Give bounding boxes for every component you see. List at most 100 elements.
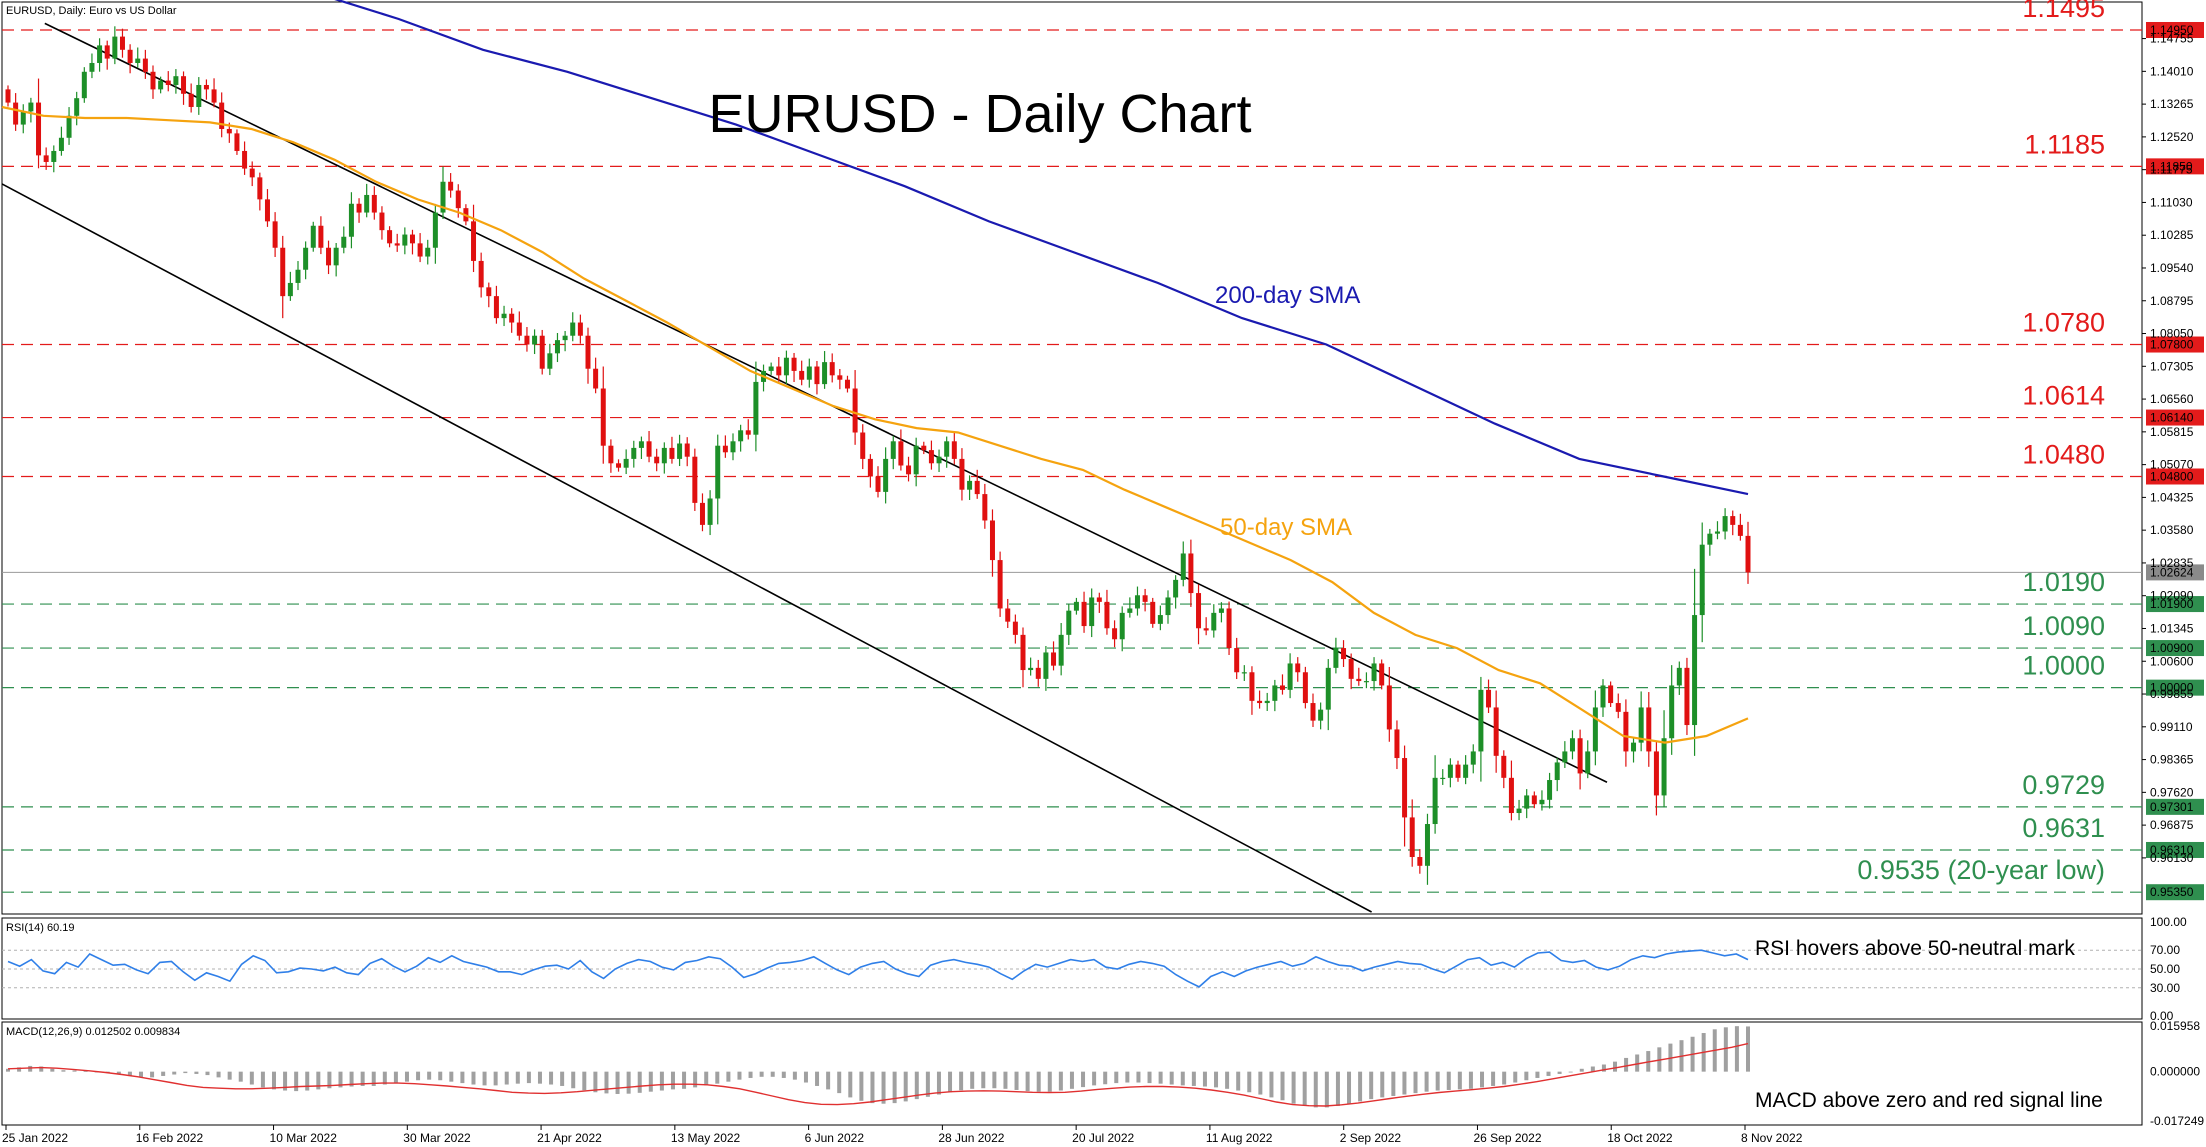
macd-histogram-bar — [1081, 1071, 1086, 1088]
bull-candle — [112, 36, 118, 59]
macd-histogram-bar — [759, 1071, 764, 1077]
resistance-level-label: 1.0614 — [2022, 381, 2105, 411]
date-tick-label: 26 Sep 2022 — [1473, 1131, 1541, 1145]
bear-candle — [600, 388, 606, 446]
macd-histogram-bar — [615, 1071, 620, 1094]
macd-histogram-bar — [238, 1071, 243, 1082]
bull-candle — [1631, 742, 1637, 752]
macd-histogram-bar — [1535, 1071, 1540, 1078]
macd-histogram-bar — [50, 1068, 55, 1072]
bull-candle — [402, 234, 408, 246]
bull-candle — [715, 445, 721, 499]
bull-candle — [1363, 681, 1369, 683]
resistance-price-tag-text: 1.14950 — [2150, 23, 2194, 37]
bull-candle — [1714, 531, 1720, 534]
macd-histogram-bar — [1524, 1071, 1529, 1081]
date-tick-label: 18 Oct 2022 — [1607, 1131, 1673, 1145]
bear-candle — [1226, 608, 1232, 649]
bull-candle — [1066, 610, 1072, 635]
bull-candle — [1165, 597, 1171, 616]
price-tick-label: 0.99855 — [2150, 687, 2194, 701]
bear-candle — [1409, 817, 1415, 858]
price-tick-label: 1.13265 — [2150, 97, 2194, 111]
macd-histogram-bar — [249, 1071, 254, 1085]
bull-candle — [967, 480, 973, 490]
macd-histogram-bar — [770, 1071, 775, 1077]
macd-histogram-bar — [1402, 1071, 1407, 1095]
macd-histogram-bar — [116, 1071, 121, 1075]
macd-histogram-bar — [127, 1071, 132, 1076]
bear-candle — [1005, 608, 1011, 622]
bull-candle — [196, 84, 202, 107]
bull-candle — [1272, 685, 1278, 701]
bull-candle — [1539, 799, 1545, 805]
macd-histogram-bar — [659, 1071, 664, 1091]
macd-histogram-bar — [1358, 1071, 1363, 1102]
bear-candle — [127, 49, 133, 63]
price-tick-label: 1.04325 — [2150, 490, 2194, 504]
support-level-label: 1.0000 — [2022, 651, 2105, 681]
bear-candle — [1455, 764, 1461, 778]
macd-histogram-bar — [1568, 1071, 1573, 1073]
bear-candle — [150, 71, 156, 90]
bear-candle — [1379, 663, 1385, 686]
bear-candle — [974, 480, 980, 495]
macd-histogram-bar — [1557, 1071, 1562, 1074]
bear-candle — [585, 335, 591, 369]
date-tick-label: 25 Jan 2022 — [2, 1131, 68, 1145]
bull-candle — [1547, 780, 1553, 800]
channel-lower-line — [1, 183, 1372, 913]
macd-histogram-bar — [1047, 1071, 1052, 1092]
macd-histogram-bar — [138, 1071, 143, 1078]
macd-histogram-bar — [1225, 1071, 1230, 1089]
bull-candle — [58, 137, 64, 151]
macd-histogram-bar — [981, 1071, 986, 1089]
bear-candle — [188, 93, 194, 107]
bull-candle — [1585, 751, 1591, 774]
price-tick-label: 0.96875 — [2150, 818, 2194, 832]
resistance-price-tag — [2146, 21, 2204, 38]
macd-histogram-bar — [1280, 1071, 1285, 1101]
resistance-price-tag-text: 1.04800 — [2150, 469, 2194, 483]
bear-candle — [1302, 672, 1308, 704]
macd-histogram-bar — [493, 1071, 498, 1086]
bear-candle — [1012, 621, 1018, 635]
bear-candle — [1035, 667, 1041, 679]
support-level-label: 1.0190 — [2022, 567, 2105, 597]
bear-candle — [1196, 593, 1202, 629]
macd-histogram-bar — [305, 1071, 310, 1091]
support-price-tag-text: 0.97301 — [2150, 800, 2194, 814]
bear-candle — [379, 212, 385, 231]
macd-histogram-bar — [1424, 1071, 1429, 1092]
bear-candle — [1020, 634, 1026, 671]
date-tick-label: 13 May 2022 — [671, 1131, 741, 1145]
bull-candle — [562, 335, 568, 341]
macd-histogram-bar — [1491, 1071, 1496, 1086]
bear-candle — [1402, 758, 1408, 818]
bull-candle — [1134, 595, 1140, 609]
macd-histogram-bar — [815, 1071, 820, 1086]
macd-histogram-bar — [1435, 1071, 1440, 1091]
macd-histogram-bar — [1214, 1071, 1219, 1088]
bear-candle — [493, 296, 499, 319]
price-tick-label: 1.10285 — [2150, 228, 2194, 242]
current-price-tag-text: 1.02624 — [2150, 565, 2194, 579]
date-tick-label: 20 Jul 2022 — [1072, 1131, 1134, 1145]
bear-candle — [211, 89, 217, 103]
bull-candle — [1692, 615, 1698, 726]
bear-candle — [669, 447, 675, 459]
bear-candle — [577, 322, 583, 336]
bear-candle — [356, 203, 362, 213]
macd-histogram-bar — [1480, 1071, 1485, 1088]
macd-tick-label: -0.017249 — [2150, 1114, 2204, 1128]
bear-candle — [257, 177, 263, 200]
macd-histogram-bar — [826, 1071, 831, 1090]
macd-histogram-bar — [726, 1071, 731, 1082]
bear-candle — [1348, 659, 1354, 679]
macd-histogram-bar — [892, 1071, 897, 1104]
macd-histogram-bar — [6, 1068, 10, 1072]
price-tick-label: 1.01345 — [2150, 621, 2194, 635]
macd-histogram-bar — [959, 1071, 964, 1091]
